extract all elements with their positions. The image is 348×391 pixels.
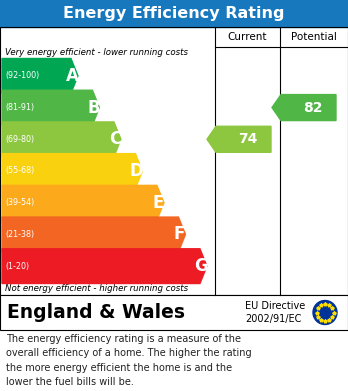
Polygon shape (2, 90, 100, 125)
Text: D: D (129, 162, 143, 180)
Text: (81-91): (81-91) (5, 103, 34, 112)
Circle shape (313, 301, 337, 325)
Bar (0, 0, 348, 27)
Bar (0, 295, 348, 330)
Polygon shape (2, 249, 207, 283)
Text: A: A (65, 67, 78, 85)
Text: (21-38): (21-38) (5, 230, 34, 239)
Text: Very energy efficient - lower running costs: Very energy efficient - lower running co… (5, 48, 188, 57)
Text: Not energy efficient - higher running costs: Not energy efficient - higher running co… (5, 284, 188, 293)
Polygon shape (207, 126, 271, 152)
Text: (39-54): (39-54) (5, 198, 34, 207)
Polygon shape (2, 59, 78, 93)
Polygon shape (272, 95, 336, 120)
Text: The energy efficiency rating is a measure of the
overall efficiency of a home. T: The energy efficiency rating is a measur… (6, 334, 252, 387)
Text: Current: Current (228, 32, 267, 42)
Text: (1-20): (1-20) (5, 262, 29, 271)
Text: (55-68): (55-68) (5, 167, 34, 176)
Text: E: E (152, 194, 164, 212)
Polygon shape (2, 217, 185, 252)
Text: (69-80): (69-80) (5, 135, 34, 144)
Bar (0, 27, 348, 295)
Text: F: F (174, 226, 185, 244)
Text: B: B (87, 99, 100, 117)
Text: 82: 82 (303, 100, 323, 115)
Text: EU Directive
2002/91/EC: EU Directive 2002/91/EC (245, 301, 305, 324)
Text: Energy Efficiency Rating: Energy Efficiency Rating (63, 6, 285, 21)
Text: (92-100): (92-100) (5, 71, 39, 81)
Text: Potential: Potential (291, 32, 337, 42)
Polygon shape (2, 185, 164, 220)
Text: England & Wales: England & Wales (7, 303, 185, 322)
Text: C: C (109, 130, 121, 148)
Polygon shape (2, 122, 121, 157)
Polygon shape (2, 154, 142, 188)
Text: 74: 74 (238, 132, 258, 146)
Text: G: G (194, 257, 208, 275)
